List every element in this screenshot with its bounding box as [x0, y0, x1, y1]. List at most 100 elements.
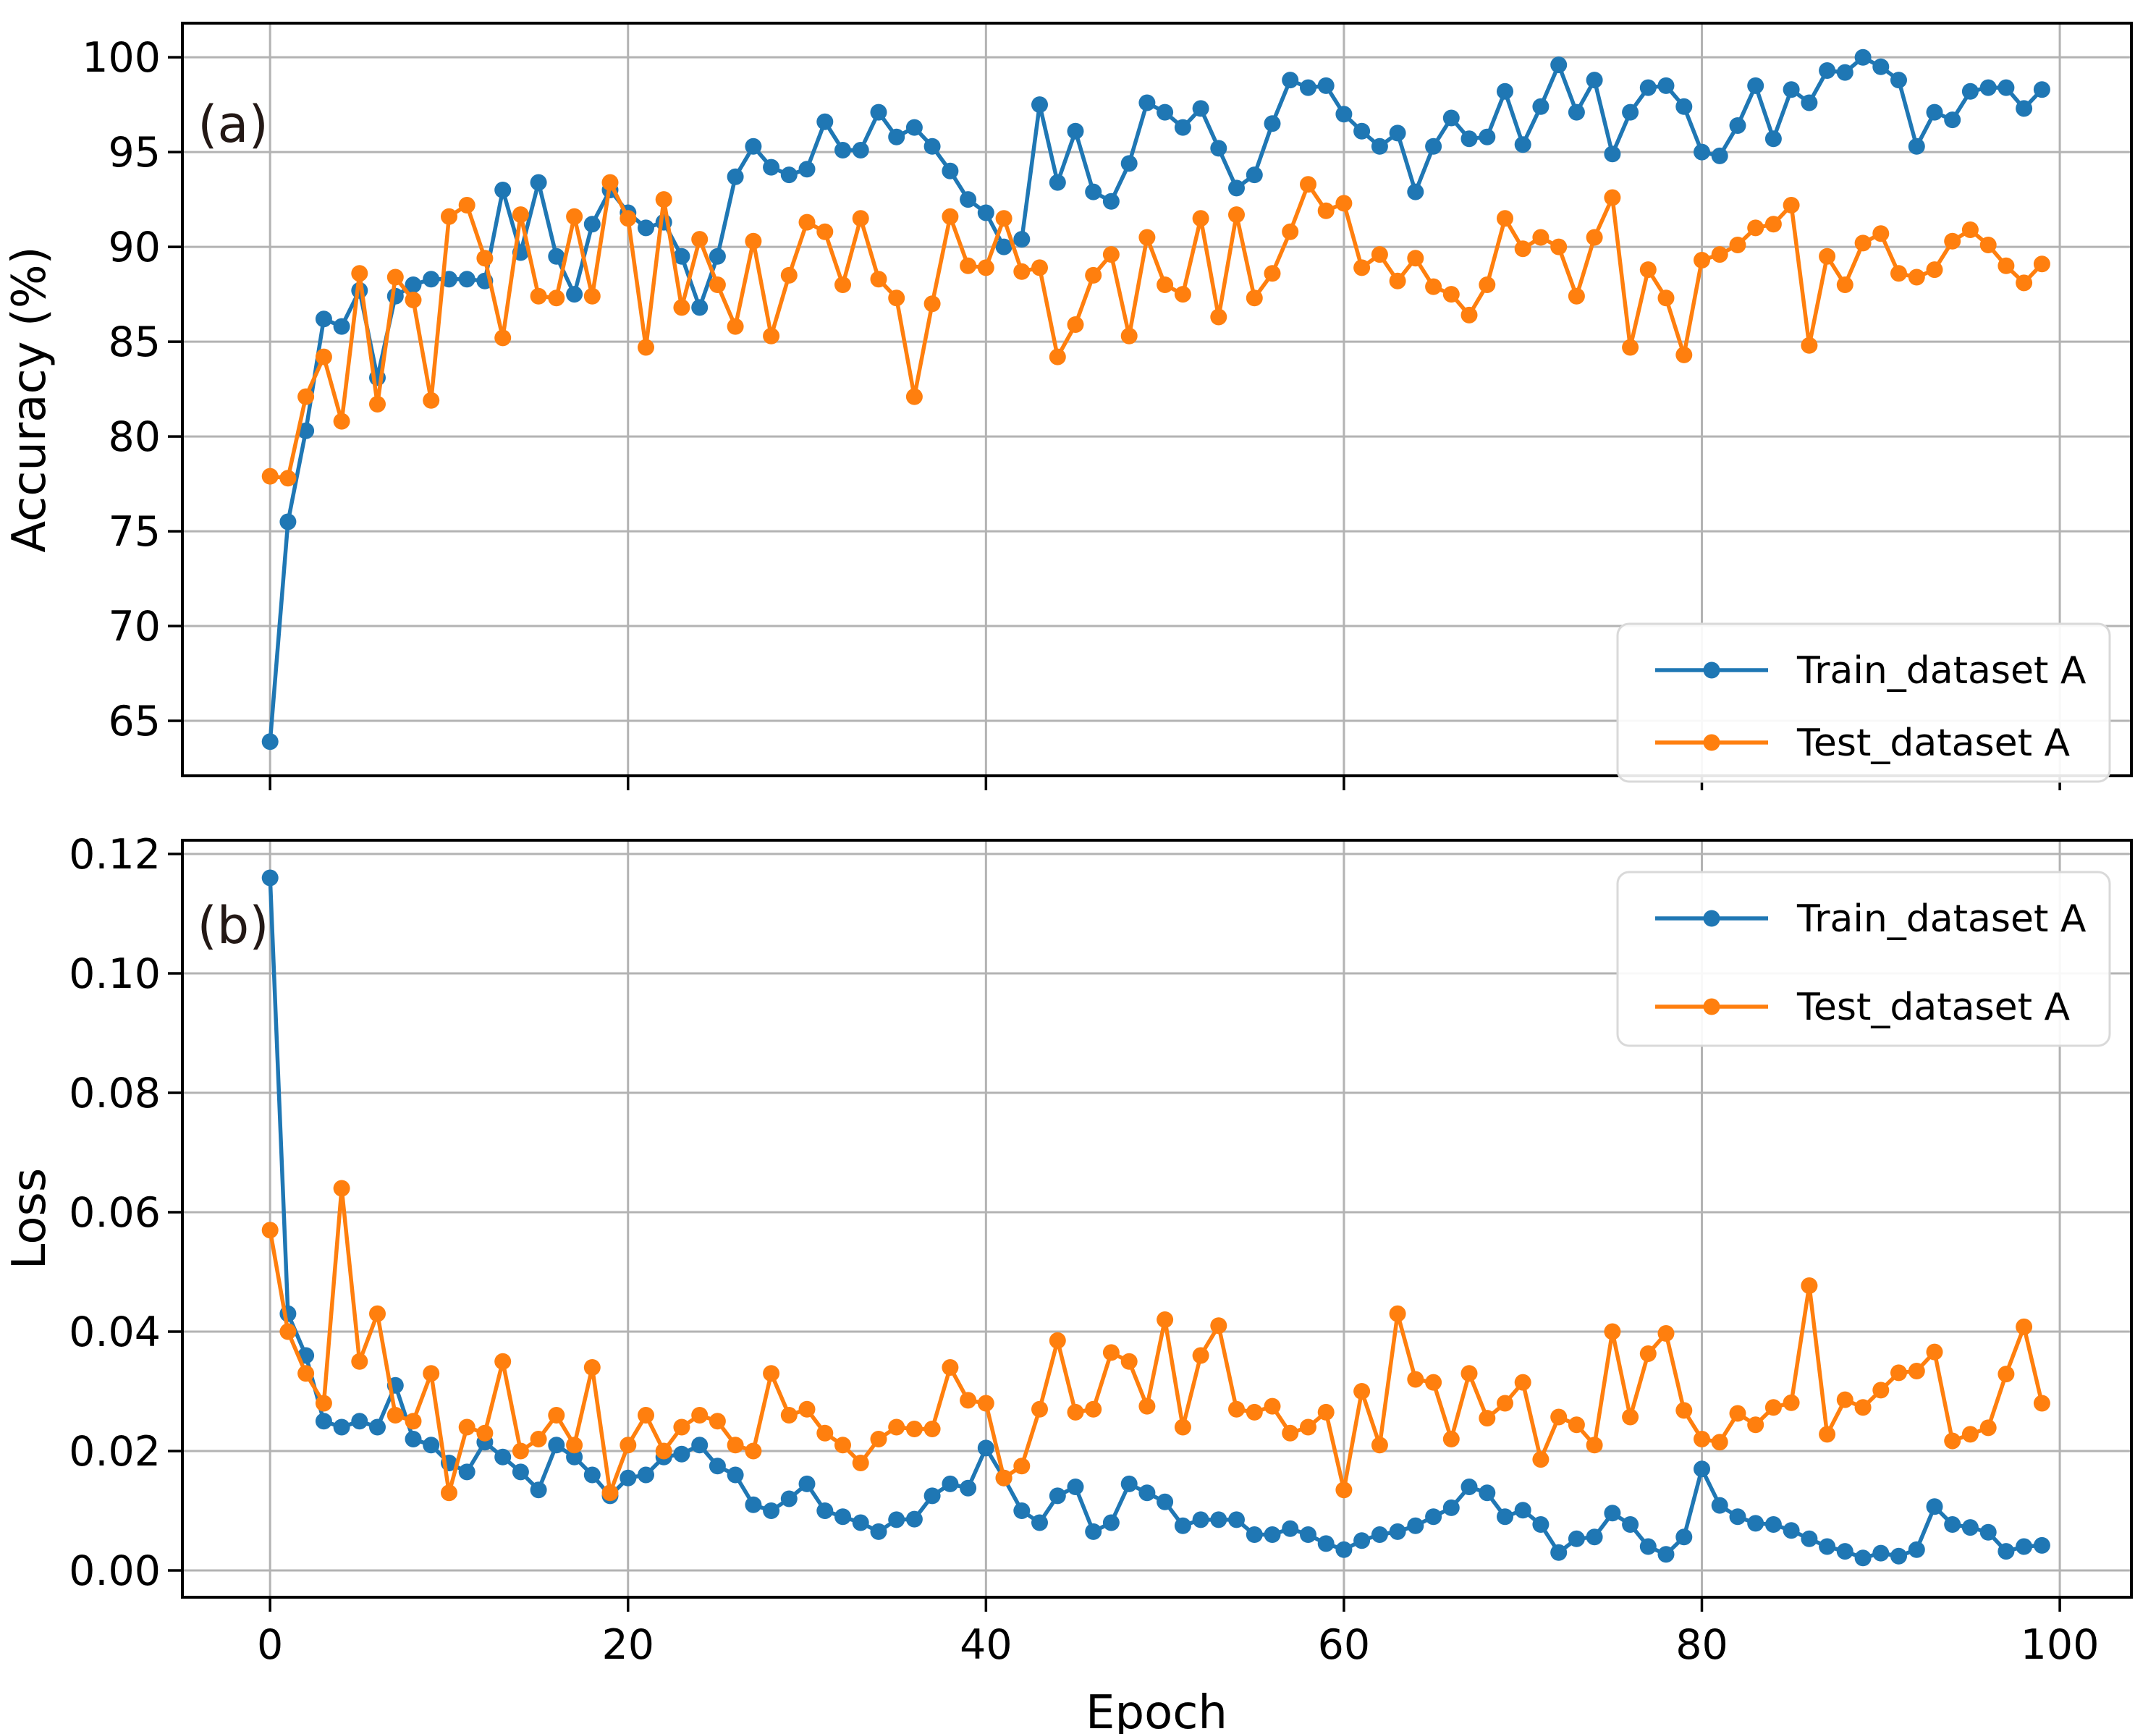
data-point	[1013, 1502, 1031, 1519]
data-point	[1872, 1382, 1890, 1399]
data-point	[1514, 240, 1531, 258]
data-point	[1371, 138, 1388, 155]
data-point	[1532, 229, 1550, 246]
data-point	[1067, 1479, 1084, 1495]
data-point	[1067, 316, 1084, 333]
data-point	[1622, 103, 1639, 121]
data-point	[566, 286, 583, 303]
data-point	[888, 1418, 905, 1436]
data-point	[458, 1463, 475, 1481]
data-point	[1138, 1397, 1156, 1415]
y-tick-label: 0.04	[69, 1308, 161, 1356]
data-point	[905, 119, 923, 136]
legend-sample-marker-icon	[1703, 734, 1720, 751]
data-point	[942, 1359, 959, 1376]
data-point	[709, 1413, 726, 1430]
data-point	[1908, 1541, 1925, 1558]
data-point	[1639, 1345, 1657, 1362]
data-point	[1067, 1403, 1084, 1421]
data-point	[834, 142, 851, 158]
data-point	[1979, 1419, 1997, 1437]
loss-axis-label: Loss	[3, 1168, 56, 1269]
data-point	[763, 1365, 780, 1382]
data-point	[1926, 1498, 1943, 1515]
data-point	[315, 1413, 332, 1430]
data-point	[1425, 278, 1442, 295]
data-point	[905, 1421, 923, 1437]
data-point	[1514, 136, 1531, 153]
train-series-line	[268, 55, 2045, 744]
data-point	[1998, 1543, 2015, 1560]
data-point	[1425, 1508, 1442, 1526]
data-point	[1246, 1403, 1263, 1421]
data-point	[1210, 1511, 1227, 1528]
data-point	[1157, 1493, 1174, 1510]
panel-(a): 65 70 75 80 85 90 95 100 Train_dataset A Test_dat…	[82, 22, 2133, 790]
data-point	[1819, 1426, 1836, 1443]
data-point	[530, 1481, 547, 1499]
data-point	[1998, 257, 2015, 274]
data-point	[1442, 1431, 1460, 1447]
data-point	[494, 1353, 512, 1370]
y-tick-label: 90	[108, 224, 161, 271]
data-point	[333, 413, 350, 430]
data-point	[1425, 1374, 1442, 1391]
data-point	[1228, 179, 1245, 197]
data-point	[1300, 1526, 1316, 1543]
data-point	[1442, 109, 1460, 127]
data-point	[1371, 1437, 1388, 1454]
data-point	[333, 1180, 350, 1197]
data-point	[1031, 259, 1048, 276]
data-point	[1085, 266, 1102, 284]
data-point	[638, 339, 654, 356]
data-point	[1675, 1402, 1693, 1419]
data-point	[1228, 206, 1245, 224]
data-point	[1622, 1408, 1639, 1426]
data-point	[1335, 1481, 1353, 1499]
data-point	[1639, 79, 1657, 96]
data-point	[673, 248, 690, 265]
data-point	[977, 259, 994, 276]
data-point	[423, 1365, 440, 1382]
data-point	[1442, 1499, 1460, 1516]
data-point	[1979, 237, 1997, 253]
data-point	[261, 468, 279, 485]
data-point	[1479, 1484, 1496, 1502]
data-point	[1407, 1371, 1424, 1388]
data-point	[977, 204, 994, 221]
data-point	[1532, 1516, 1550, 1533]
data-point	[1174, 1418, 1191, 1436]
data-point	[1389, 272, 1406, 289]
data-point	[638, 1466, 654, 1484]
data-point	[727, 168, 744, 185]
data-point	[1801, 1277, 1818, 1294]
data-point	[2033, 81, 2050, 98]
data-point	[780, 266, 798, 284]
data-point	[1353, 1532, 1371, 1549]
data-point	[1371, 1526, 1388, 1543]
data-point	[1085, 183, 1102, 200]
data-point	[1836, 64, 1853, 81]
data-point	[834, 276, 851, 293]
data-point	[1497, 83, 1513, 100]
data-point	[2016, 1538, 2033, 1555]
data-point	[1711, 1434, 1728, 1451]
data-point	[1264, 1526, 1281, 1543]
data-point	[405, 276, 422, 293]
data-point	[1764, 216, 1782, 233]
data-point	[1353, 122, 1371, 140]
data-point	[1407, 183, 1424, 200]
y-tick-label: 85	[108, 318, 161, 366]
data-point	[1407, 250, 1424, 267]
x-tick-label: 60	[1318, 1621, 1371, 1669]
data-point	[1890, 1364, 1907, 1382]
y-tick-label: 0.00	[69, 1547, 161, 1595]
data-point	[1550, 1544, 1568, 1561]
data-point	[870, 103, 887, 121]
data-point	[780, 166, 798, 184]
data-point	[942, 1475, 959, 1492]
data-point	[1174, 286, 1191, 303]
y-tick-label: 0.08	[69, 1070, 161, 1117]
data-point	[1317, 1403, 1335, 1421]
